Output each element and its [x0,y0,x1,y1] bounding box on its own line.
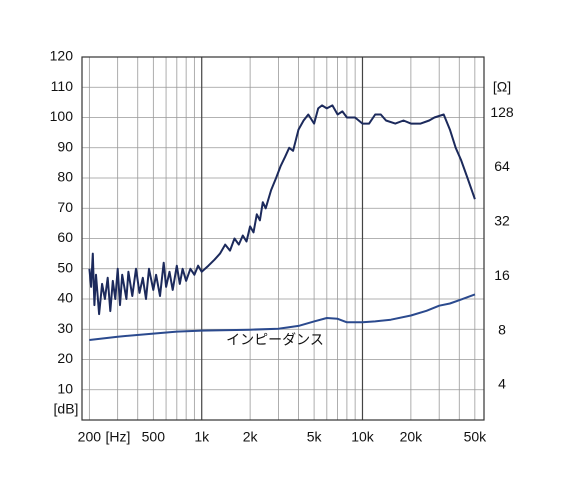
plot-frame [81,56,485,421]
y2-tick-label: 64 [494,158,510,174]
y-tick-label: 10 [57,380,73,396]
y-tick-label: 60 [57,229,73,245]
y2-tick-label: 128 [490,104,514,120]
x-tick-label: 500 [142,429,166,445]
x-tick-label: 10k [351,429,375,445]
y-tick-label: 110 [51,78,74,94]
y2-tick-label: 16 [494,267,510,283]
y2-tick-label: 32 [494,213,510,229]
y-tick-label: 40 [57,290,73,306]
x-tick-label: 20k [400,429,424,445]
x-tick-label: 1k [194,429,210,445]
series-line [88,104,476,316]
y-tick-label: 30 [57,320,73,336]
y-tick-label: 90 [57,138,73,154]
y-tick-label: 120 [50,48,74,64]
y-axis-label: [dB] [54,401,79,417]
x-tick-label: 200 [78,429,102,445]
x-tick-label: 5k [307,429,323,445]
y-tick-label: 70 [57,199,73,215]
x-tick-label: 50k [464,429,488,445]
y-tick-label: 20 [57,350,73,366]
y-tick-label: 50 [57,259,73,275]
y-tick-label: 100 [50,108,74,124]
y2-tick-label: 4 [498,376,506,392]
annotation: インピーダンス [226,332,324,348]
y2-axis-label: [Ω] [493,79,511,95]
x-tick-label: 2k [243,429,259,445]
y-tick-label: 80 [57,169,73,185]
y2-tick-label: 8 [498,321,506,337]
series-line [89,293,476,341]
x-axis-label: [Hz] [106,429,131,445]
